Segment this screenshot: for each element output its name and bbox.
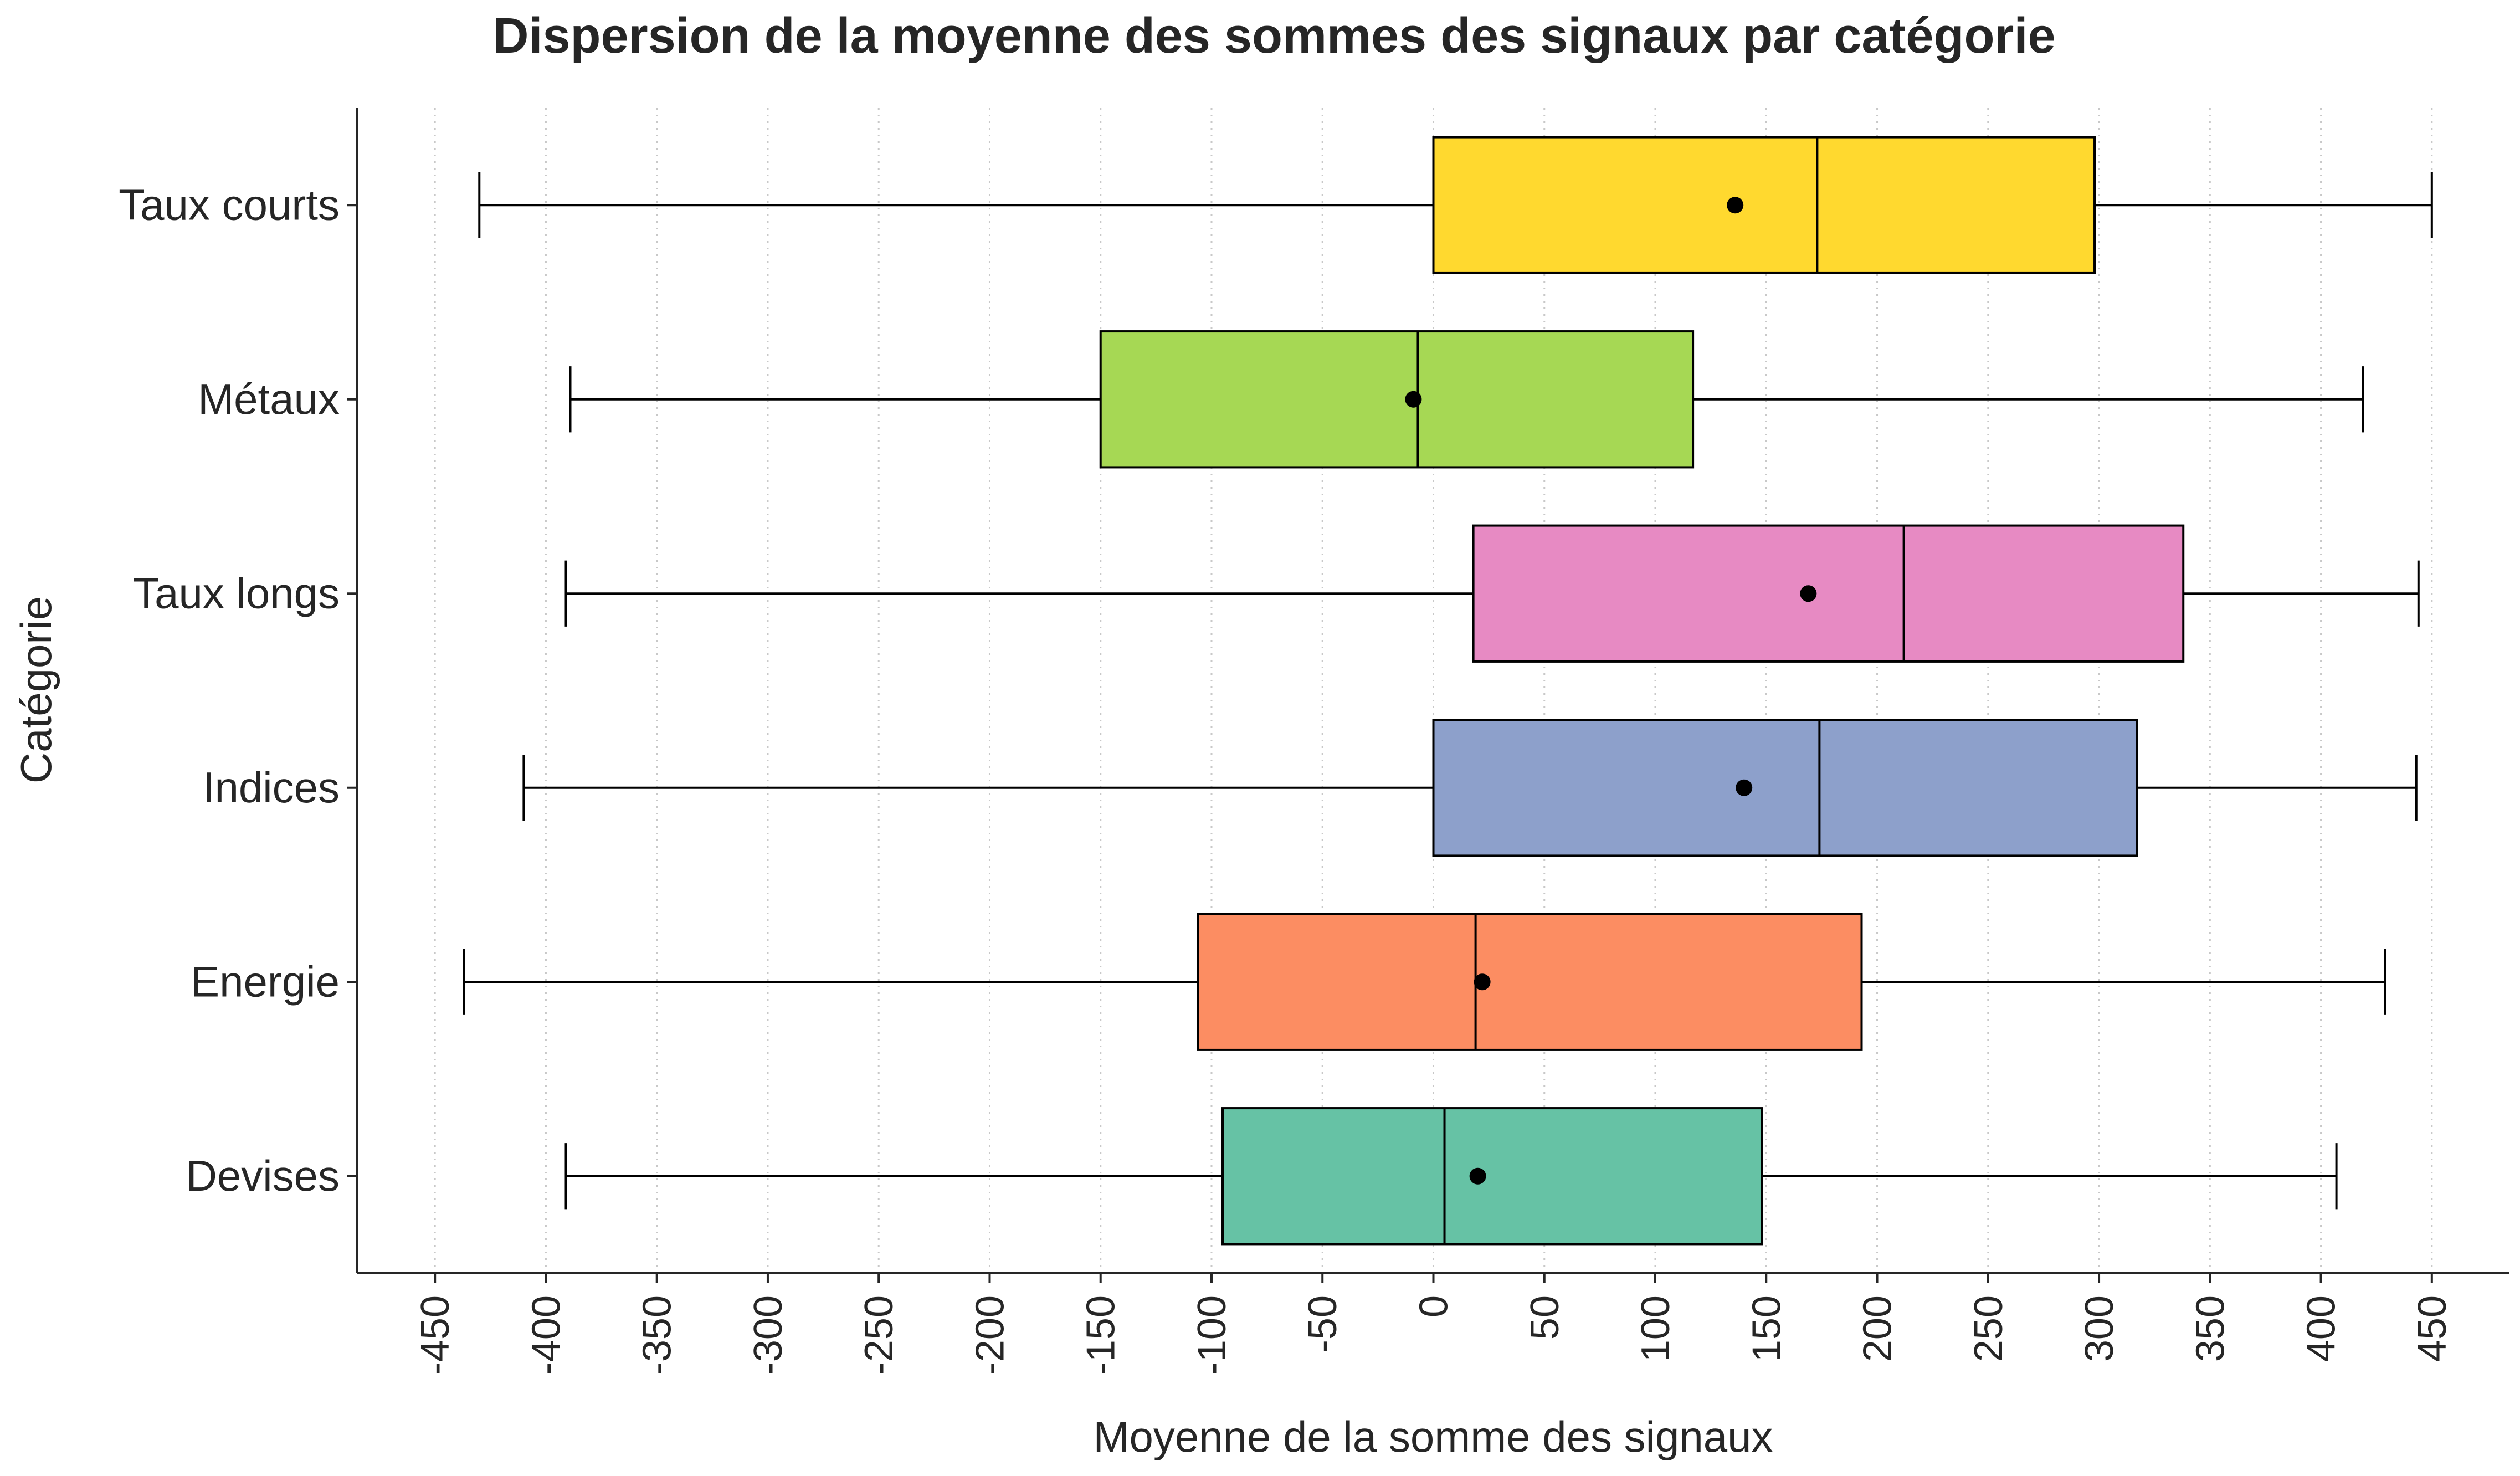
category-label: Indices (203, 763, 340, 812)
x-tick-label: -50 (1301, 1295, 1345, 1353)
x-tick-label: -400 (524, 1295, 568, 1375)
x-tick-label: -250 (857, 1295, 901, 1375)
iqr-box (1432, 719, 2138, 857)
mean-marker (1800, 585, 1817, 602)
x-tick-label: -300 (746, 1295, 791, 1375)
mean-marker (1469, 1167, 1486, 1185)
x-tick-label: 400 (2300, 1295, 2344, 1362)
box-3 (522, 719, 2418, 857)
x-tick-label: 50 (1523, 1295, 1567, 1340)
box-4 (463, 913, 2386, 1051)
box-5 (564, 1107, 2338, 1246)
x-tick-label: 450 (2410, 1295, 2455, 1362)
chart-title: Dispersion de la moyenne des sommes des … (492, 8, 2055, 64)
mean-marker (1736, 779, 1753, 796)
box-0 (478, 136, 2433, 274)
x-tick-label: -150 (1079, 1295, 1123, 1375)
iqr-box (1099, 330, 1695, 469)
x-tick-label: -450 (413, 1295, 458, 1375)
x-tick-label: -100 (1190, 1295, 1234, 1375)
category-label: Energie (191, 957, 340, 1006)
x-tick-label: 350 (2188, 1295, 2232, 1362)
category-label: Devises (186, 1151, 340, 1200)
category-label: Taux courts (119, 180, 340, 229)
x-tick-label: 300 (2077, 1295, 2122, 1362)
iqr-box (1432, 136, 2096, 274)
iqr-box (1472, 524, 2185, 663)
x-ticks: -450 -400 -350 -300 -250 -200 -150 -100 -50 0 50 10… (413, 1273, 2455, 1375)
box-1 (569, 330, 2364, 469)
category-label: Métaux (198, 375, 340, 423)
boxes (463, 136, 2433, 1246)
x-gridlines (434, 108, 2433, 1273)
mean-marker (1727, 197, 1744, 214)
iqr-box (1221, 1107, 1763, 1246)
x-axis-label: Moyenne de la somme des signaux (1093, 1412, 1773, 1461)
x-tick-label: -200 (968, 1295, 1012, 1375)
box-2 (564, 524, 2420, 663)
x-tick-label: 250 (1967, 1295, 2011, 1362)
category-label: Taux longs (133, 568, 340, 617)
iqr-box (1197, 913, 1863, 1051)
x-tick-label: 150 (1744, 1295, 1789, 1362)
x-tick-label: 200 (1856, 1295, 1900, 1362)
mean-marker (1474, 973, 1491, 991)
x-tick-label: 0 (1412, 1295, 1456, 1318)
x-tick-label: -350 (635, 1295, 680, 1375)
mean-marker (1405, 391, 1422, 408)
x-tick-label: 100 (1634, 1295, 1678, 1362)
y-axis-label: Catégorie (12, 596, 60, 783)
category-labels: Taux courts Métaux Taux longs Indices Energi… (119, 180, 357, 1200)
